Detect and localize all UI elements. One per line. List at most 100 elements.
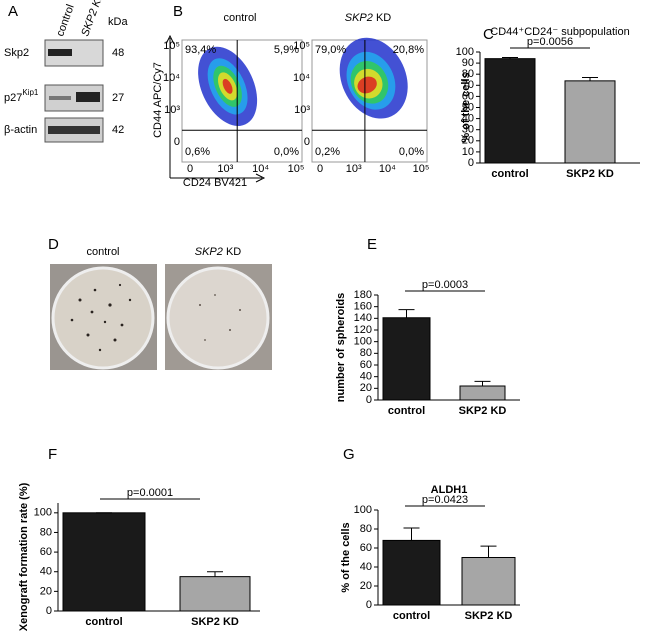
y-axis-label: Xenograft formation rate (%) xyxy=(18,482,30,631)
panel-letter: A xyxy=(8,3,18,20)
flow-y-tick: 10⁵ xyxy=(293,40,310,52)
y-tick-label: 20 xyxy=(462,135,474,147)
y-tick-label: 100 xyxy=(354,336,372,348)
bar xyxy=(564,80,616,164)
y-tick-label: 80 xyxy=(360,347,372,359)
y-tick-label: 100 xyxy=(354,504,372,516)
y-tick-label: 100 xyxy=(34,507,52,519)
flow-x-tick: 10⁴ xyxy=(379,163,396,175)
y-tick-label: 50 xyxy=(462,101,474,113)
row-label-main: p27 xyxy=(4,92,22,104)
y-tick-label: 40 xyxy=(462,113,474,125)
spheroids xyxy=(199,294,241,341)
y-tick-label: 180 xyxy=(354,289,372,301)
flow-x-tick: 10³ xyxy=(217,163,233,175)
x-axis-label: CD24 BV421 xyxy=(183,177,247,189)
bar xyxy=(62,512,146,612)
title-rest: KD xyxy=(376,12,391,24)
well xyxy=(51,266,155,370)
y-tick-label: 20 xyxy=(360,382,372,394)
y-tick-label: 120 xyxy=(354,324,372,336)
density xyxy=(357,76,377,94)
x-tick-label: control xyxy=(85,616,122,628)
y-tick-label: 40 xyxy=(360,561,372,573)
bar xyxy=(459,385,506,401)
density xyxy=(222,78,233,94)
lane-label: SKP2 KD xyxy=(79,0,106,38)
flow-x-tick: 0 xyxy=(187,163,193,175)
error-bar xyxy=(582,77,598,81)
y-tick-label: 80 xyxy=(462,68,474,80)
y-tick-label: 30 xyxy=(462,124,474,136)
x-tick-label: control xyxy=(393,610,430,622)
axis-arrow xyxy=(165,34,266,183)
x-tick-label: SKP2 KD xyxy=(566,168,614,180)
p-value: p=0.0056 xyxy=(527,36,573,48)
error-bar xyxy=(474,380,491,386)
y-tick-label: 100 xyxy=(456,46,474,58)
error-bar xyxy=(480,545,497,558)
bar xyxy=(484,58,536,164)
y-tick-label: 80 xyxy=(40,526,52,538)
band xyxy=(76,92,100,102)
y-tick-label: 90 xyxy=(462,57,474,69)
flow-x-tick: 10⁴ xyxy=(252,163,269,175)
image-label: SKP2 KD xyxy=(195,246,242,258)
quadrant-value: 0,0% xyxy=(274,146,299,158)
y-tick-label: 0 xyxy=(366,599,372,611)
quadrant-value: 20,8% xyxy=(393,44,424,56)
chart-title: ALDH1 xyxy=(431,484,468,496)
flow-y-tick: 10³ xyxy=(164,104,180,116)
quadrant-value: 0,2% xyxy=(315,146,340,158)
plot-title: SKP2 KD xyxy=(345,12,392,24)
panel-letter: D xyxy=(48,236,59,253)
quadrant-value: 79,0% xyxy=(315,44,346,56)
spheroids xyxy=(70,283,132,352)
flow-x-tick: 0 xyxy=(317,163,323,175)
x-tick-label: SKP2 KD xyxy=(459,405,507,417)
error-bar xyxy=(403,527,420,541)
flow-y-tick: 0 xyxy=(174,136,180,148)
bar xyxy=(382,539,441,606)
band xyxy=(48,49,72,56)
row-label: β-actin xyxy=(4,124,37,136)
quadrant-value: 5,9% xyxy=(274,44,299,56)
bar xyxy=(382,317,431,401)
bar xyxy=(179,576,251,612)
y-tick-label: 60 xyxy=(40,546,52,558)
panel-letter: B xyxy=(173,3,183,20)
panel-letter: G xyxy=(343,446,355,463)
quadrant-value: 0,0% xyxy=(399,146,424,158)
y-tick-label: 0 xyxy=(366,394,372,406)
y-tick-label: 70 xyxy=(462,79,474,91)
row-label-sup: Kip1 xyxy=(22,88,39,97)
error-bar xyxy=(207,571,223,577)
y-axis-label: % of the cells xyxy=(460,72,472,142)
y-axis-label: % of the cells xyxy=(340,522,352,592)
x-tick-label: control xyxy=(388,405,425,417)
y-tick-label: 20 xyxy=(360,580,372,592)
p-value: p=0.0003 xyxy=(422,279,468,291)
y-tick-label: 0 xyxy=(468,157,474,169)
panel-letter: C xyxy=(483,26,494,43)
y-tick-label: 40 xyxy=(360,371,372,383)
flow-x-tick: 10⁵ xyxy=(413,163,430,175)
image-label: control xyxy=(86,246,119,258)
x-tick-label: SKP2 KD xyxy=(191,616,239,628)
flow-y-tick: 10³ xyxy=(294,104,310,116)
y-tick-label: 0 xyxy=(46,605,52,617)
unit-label: kDa xyxy=(108,16,128,28)
x-tick-label: control xyxy=(491,168,528,180)
gene: SKP2 xyxy=(195,246,223,258)
lane-label: control xyxy=(54,3,77,38)
y-tick-label: 80 xyxy=(360,523,372,535)
quadrant-value: 93,4% xyxy=(185,44,216,56)
x-tick-label: SKP2 KD xyxy=(465,610,513,622)
kda: 48 xyxy=(112,47,124,59)
band xyxy=(48,126,100,134)
y-tick-label: 40 xyxy=(40,566,52,578)
error-bar xyxy=(398,309,415,318)
kda: 27 xyxy=(112,92,124,104)
chart-title: CD44⁺CD24⁻ subpopulation xyxy=(490,26,629,38)
